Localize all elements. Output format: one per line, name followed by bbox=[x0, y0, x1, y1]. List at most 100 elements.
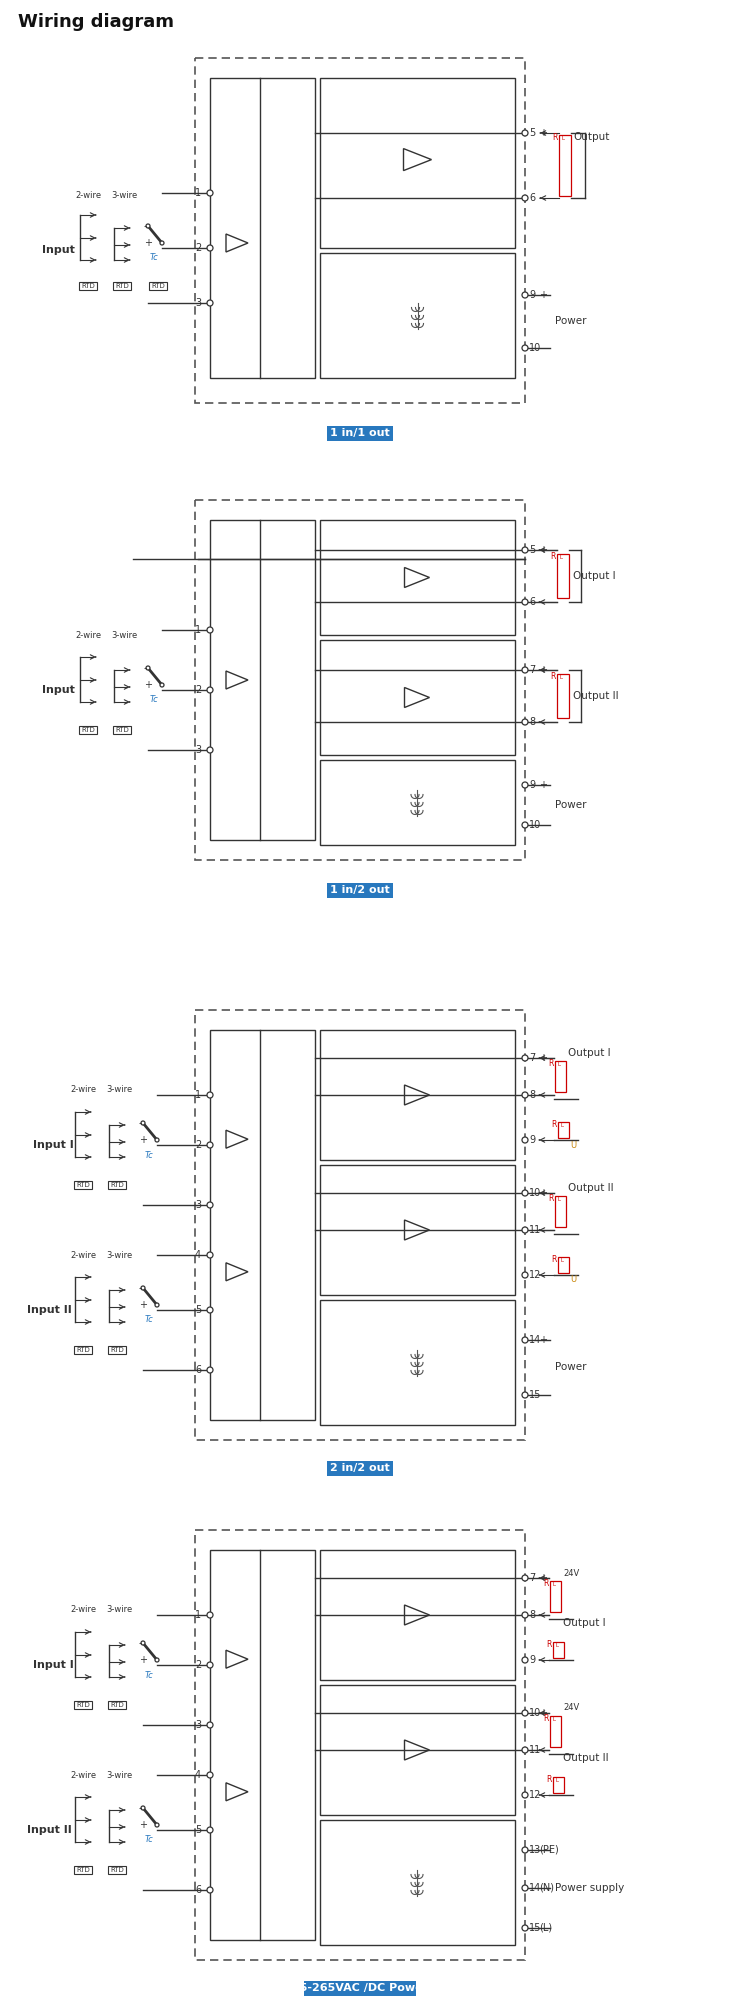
Circle shape bbox=[207, 1662, 213, 1668]
Text: 1: 1 bbox=[195, 1610, 201, 1620]
Bar bbox=[320, 1820, 515, 1944]
Text: 4: 4 bbox=[195, 1770, 201, 1780]
Text: +: + bbox=[539, 290, 547, 300]
Text: RTD: RTD bbox=[110, 1182, 124, 1188]
Circle shape bbox=[522, 822, 528, 828]
Text: 14: 14 bbox=[529, 1336, 542, 1344]
Text: 5: 5 bbox=[195, 1824, 201, 1836]
Circle shape bbox=[522, 196, 528, 202]
Circle shape bbox=[522, 1056, 528, 1060]
Circle shape bbox=[207, 1722, 213, 1728]
Circle shape bbox=[522, 1190, 528, 1196]
Circle shape bbox=[155, 1304, 159, 1308]
Text: -: - bbox=[539, 820, 542, 830]
Text: R: R bbox=[550, 552, 556, 560]
Text: 2-wire: 2-wire bbox=[70, 1770, 96, 1780]
Text: 5: 5 bbox=[529, 544, 536, 554]
Circle shape bbox=[522, 1612, 528, 1618]
Bar bbox=[113, 282, 131, 290]
Circle shape bbox=[522, 1656, 528, 1664]
Text: RTD: RTD bbox=[110, 1702, 124, 1708]
Text: 2-wire: 2-wire bbox=[70, 1086, 96, 1094]
Text: RTD: RTD bbox=[76, 1868, 90, 1872]
Text: 14: 14 bbox=[529, 1884, 542, 1892]
Text: RTD: RTD bbox=[76, 1348, 90, 1352]
Circle shape bbox=[207, 1368, 213, 1372]
Text: L: L bbox=[560, 1258, 563, 1264]
Text: 7: 7 bbox=[529, 1572, 536, 1584]
Text: 7: 7 bbox=[529, 664, 536, 676]
Bar bbox=[557, 674, 569, 718]
Circle shape bbox=[522, 1272, 528, 1278]
Text: RTD: RTD bbox=[110, 1348, 124, 1352]
Text: 3: 3 bbox=[195, 744, 201, 754]
Text: 1: 1 bbox=[195, 624, 201, 636]
Text: +: + bbox=[539, 664, 547, 676]
Circle shape bbox=[141, 1640, 145, 1644]
Text: L: L bbox=[556, 1644, 559, 1648]
Text: -: - bbox=[144, 664, 148, 672]
Text: Power: Power bbox=[555, 800, 586, 810]
Bar bbox=[559, 136, 571, 196]
Text: 12: 12 bbox=[529, 1790, 542, 1800]
Bar bbox=[553, 1776, 563, 1792]
Text: Input II: Input II bbox=[27, 1304, 72, 1316]
Text: -: - bbox=[539, 194, 542, 204]
Bar bbox=[327, 882, 393, 898]
Text: R: R bbox=[551, 1120, 556, 1128]
Text: -: - bbox=[539, 1390, 542, 1400]
Circle shape bbox=[207, 1202, 213, 1208]
Bar bbox=[113, 726, 131, 734]
Text: 3: 3 bbox=[195, 298, 201, 308]
Circle shape bbox=[207, 1888, 213, 1892]
Text: Tc: Tc bbox=[145, 1150, 154, 1160]
Bar bbox=[74, 1866, 92, 1874]
Text: 5: 5 bbox=[195, 1304, 201, 1316]
Text: 7: 7 bbox=[529, 1052, 536, 1064]
Text: 10: 10 bbox=[529, 820, 542, 830]
Text: R: R bbox=[550, 672, 556, 680]
Text: 3-wire: 3-wire bbox=[111, 192, 137, 200]
Text: +: + bbox=[139, 1300, 147, 1310]
Bar bbox=[108, 1180, 126, 1188]
Circle shape bbox=[155, 1658, 159, 1662]
Circle shape bbox=[207, 1308, 213, 1312]
Text: 10: 10 bbox=[529, 1708, 542, 1718]
Text: Wiring diagram: Wiring diagram bbox=[18, 12, 174, 30]
Text: Output II: Output II bbox=[573, 692, 619, 702]
Circle shape bbox=[155, 1138, 159, 1142]
Bar bbox=[195, 58, 525, 404]
Text: RTD: RTD bbox=[151, 282, 165, 288]
Bar bbox=[320, 1684, 515, 1816]
Circle shape bbox=[522, 1392, 528, 1398]
Circle shape bbox=[207, 190, 213, 196]
Bar bbox=[74, 1346, 92, 1354]
Text: R: R bbox=[548, 1060, 554, 1068]
Circle shape bbox=[522, 1792, 528, 1798]
Bar bbox=[554, 1060, 566, 1092]
Bar bbox=[320, 1030, 515, 1160]
Text: Output: Output bbox=[573, 132, 609, 142]
Text: 11: 11 bbox=[529, 1744, 542, 1756]
Bar bbox=[149, 282, 167, 290]
Text: R: R bbox=[543, 1714, 548, 1722]
Circle shape bbox=[522, 1748, 528, 1752]
Text: Input II: Input II bbox=[27, 1824, 72, 1836]
Text: -: - bbox=[539, 596, 542, 608]
Circle shape bbox=[522, 1226, 528, 1232]
Bar bbox=[320, 520, 515, 636]
Bar bbox=[553, 1642, 563, 1658]
Text: +: + bbox=[539, 1572, 547, 1584]
Text: RTD: RTD bbox=[110, 1868, 124, 1872]
Circle shape bbox=[207, 1772, 213, 1778]
Text: +: + bbox=[539, 780, 547, 790]
Text: Input I: Input I bbox=[33, 1660, 74, 1670]
Text: 2: 2 bbox=[195, 1660, 201, 1670]
Bar bbox=[550, 1580, 560, 1612]
Text: RTD: RTD bbox=[81, 726, 94, 732]
Circle shape bbox=[146, 224, 150, 228]
Circle shape bbox=[522, 1576, 528, 1580]
Text: Tc: Tc bbox=[150, 254, 159, 262]
Text: +: + bbox=[539, 1052, 547, 1064]
Circle shape bbox=[522, 720, 528, 724]
